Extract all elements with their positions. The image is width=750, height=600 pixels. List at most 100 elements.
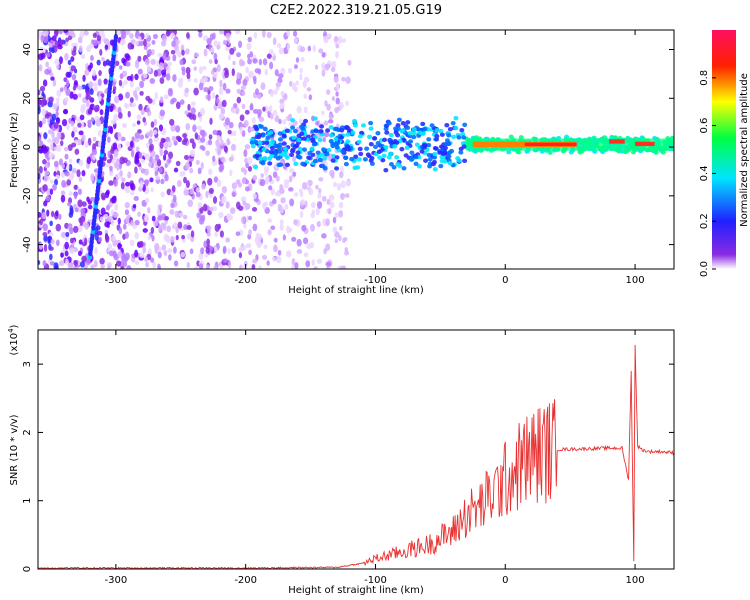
heatmap-cell: [136, 120, 141, 125]
heatmap-cell: [92, 32, 97, 38]
heatmap-cell: [81, 84, 86, 90]
heatmap-cell: [46, 188, 52, 196]
band-cell: [328, 133, 334, 138]
heatmap-cell: [252, 258, 258, 264]
heatmap-cell: [264, 105, 269, 113]
heatmap-cell: [198, 66, 203, 75]
heatmap-cell: [64, 153, 69, 160]
heatmap-cell: [168, 88, 173, 93]
heatmap-cell: [42, 231, 48, 237]
heatmap-cell: [38, 165, 43, 174]
heatmap-cell: [288, 227, 293, 233]
heatmap-cell: [60, 252, 64, 258]
band-cell: [411, 134, 417, 140]
y-tick-label: 20: [22, 92, 33, 105]
heatmap-cell: [219, 264, 224, 269]
band-cell: [345, 132, 351, 137]
heatmap-cell: [102, 60, 107, 67]
heatmap-cell: [77, 250, 82, 257]
heatmap-cell: [157, 251, 162, 259]
band-cell: [434, 128, 440, 133]
heatmap-cell: [176, 180, 182, 187]
band-cell: [376, 149, 382, 154]
heatmap-cell: [258, 265, 262, 269]
heatmap-cell: [81, 201, 87, 207]
heatmap-cell: [222, 247, 227, 255]
heatmap-cell: [49, 253, 53, 261]
heatmap-cell: [318, 177, 324, 182]
heatmap-cell: [186, 32, 190, 39]
heatmap-cell: [121, 177, 126, 183]
heatmap-cell: [144, 180, 149, 187]
heatmap-cell: [38, 120, 43, 128]
heatmap-cell: [43, 132, 48, 140]
heatmap-cell: [175, 160, 181, 167]
heatmap-cell: [129, 190, 135, 196]
band-cell: [253, 124, 259, 130]
heatmap-cell: [71, 167, 77, 174]
heatmap-cell: [315, 207, 320, 216]
colorbar-tick-label: 0.4: [699, 165, 710, 181]
heatmap-cell: [321, 233, 327, 239]
band-cell: [381, 153, 387, 159]
heatmap-cell: [259, 181, 264, 186]
heatmap-cell: [203, 87, 209, 93]
heatmap-cell: [81, 170, 86, 177]
heatmap-cell: [191, 59, 197, 65]
band-cell: [411, 127, 417, 132]
heatmap-cell: [173, 140, 178, 146]
heatmap-cell: [182, 133, 187, 139]
heatmap-cell: [269, 113, 274, 120]
heatmap-cell: [165, 235, 171, 244]
heatmap-cell: [280, 197, 286, 204]
heatmap-cell: [317, 192, 322, 199]
heatmap-cell: [200, 247, 205, 255]
heatmap-cell: [48, 96, 54, 103]
colorbar-tick-label: 0.6: [699, 118, 710, 134]
band-cell: [394, 155, 400, 160]
heatmap-cell: [90, 264, 95, 269]
heatmap-cell: [207, 139, 213, 146]
heatmap-cell: [170, 202, 175, 209]
heatmap-cell: [260, 82, 266, 91]
band-cell: [328, 125, 334, 130]
heatmap-cell: [140, 109, 145, 116]
heatmap-cell: [208, 85, 214, 92]
heatmap-cell: [341, 38, 347, 43]
band-cell: [413, 155, 419, 160]
heatmap-cell: [124, 209, 130, 216]
heatmap-cell: [161, 34, 167, 43]
heatmap-cell: [100, 264, 105, 269]
heatmap-cell: [49, 220, 53, 227]
heatmap-cell: [92, 143, 97, 151]
band-cell: [395, 133, 401, 138]
heatmap-cell: [267, 229, 272, 236]
heatmap-cell: [42, 223, 48, 232]
heatmap-cell: [240, 196, 247, 203]
heatmap-cell: [291, 236, 297, 242]
heatmap-cell: [86, 45, 91, 53]
heatmap-cell: [163, 249, 168, 256]
heatmap-cell: [190, 230, 195, 238]
heatmap-cell: [42, 184, 48, 192]
heatmap-cell: [313, 266, 318, 269]
heatmap-cell: [55, 223, 62, 232]
heatmap-cell: [236, 72, 241, 80]
heatmap-cell: [170, 190, 174, 197]
spectrogram-x-ticks: -300 -200 -100 0 100: [105, 30, 645, 286]
band-cell: [317, 157, 323, 163]
heatmap-cell: [153, 69, 159, 77]
heatmap-cell: [239, 264, 243, 269]
heatmap-cell: [164, 142, 168, 151]
heatmap-cell: [193, 78, 198, 83]
band-cell: [311, 142, 317, 147]
heatmap-cell: [142, 246, 147, 254]
band-cell: [392, 143, 398, 149]
snr-line: [38, 344, 674, 569]
heatmap-cell: [232, 130, 237, 137]
heatmap-cell: [38, 172, 41, 180]
band-cell: [269, 139, 275, 145]
heatmap-cell: [292, 156, 296, 163]
heatmap-cell: [217, 145, 222, 154]
heatmap-cell: [215, 139, 220, 148]
